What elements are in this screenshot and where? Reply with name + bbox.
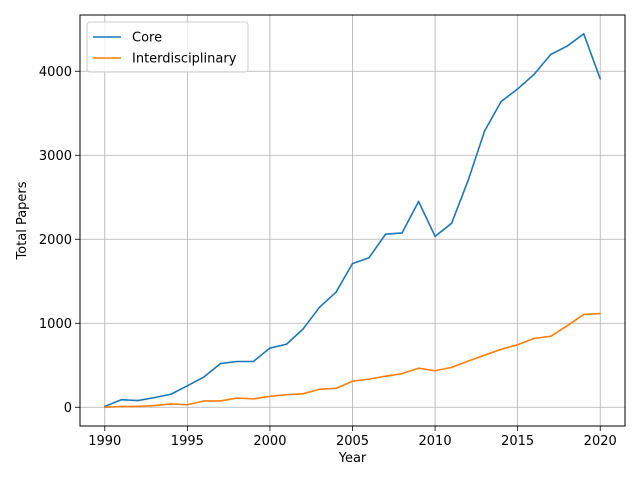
y-tick-label: 3000 (39, 149, 72, 164)
data-point (533, 337, 535, 340)
data-point (599, 78, 602, 80)
data-point (500, 100, 502, 103)
x-tick-label: 2015 (501, 434, 534, 449)
data-point (582, 313, 585, 316)
data-point (219, 400, 222, 402)
data-point (186, 385, 189, 387)
legend-box (86, 21, 249, 73)
data-point (368, 256, 370, 259)
data-point (153, 404, 156, 407)
data-point (137, 399, 139, 402)
data-point (269, 395, 271, 398)
data-point (566, 324, 568, 327)
data-point (318, 306, 321, 309)
data-point (203, 376, 205, 378)
data-point (335, 387, 337, 390)
data-point (549, 53, 552, 56)
x-tick-label: 2010 (419, 434, 452, 449)
data-point (302, 328, 304, 330)
data-point (170, 403, 172, 405)
data-point (483, 354, 486, 356)
data-point (533, 73, 535, 76)
x-tick-label: 2005 (336, 434, 369, 449)
data-point (384, 233, 387, 236)
data-point (549, 335, 552, 338)
data-point (351, 380, 354, 383)
legend-label: Interdisciplinary (132, 52, 237, 67)
data-point (434, 369, 436, 372)
data-point (450, 222, 453, 225)
data-point (351, 262, 354, 265)
data-point (236, 360, 238, 363)
data-point (186, 403, 189, 406)
data-point (236, 397, 238, 399)
x-axis-label: Year (338, 451, 367, 466)
data-point (401, 232, 403, 234)
data-point (500, 348, 502, 351)
data-point (417, 200, 420, 203)
series-lines (103, 33, 602, 409)
data-point (467, 360, 469, 362)
x-tick-label: 2000 (253, 434, 286, 449)
data-point (516, 343, 519, 346)
data-point (120, 398, 123, 401)
data-point (599, 312, 602, 315)
data-point (285, 393, 288, 396)
data-point (302, 393, 304, 395)
data-point (252, 398, 255, 400)
data-point (285, 343, 288, 346)
data-point (401, 372, 403, 375)
data-point (483, 130, 486, 132)
y-tick-label: 0 (64, 401, 72, 416)
data-point (203, 400, 205, 402)
y-tick-label: 2000 (39, 233, 72, 248)
data-point (434, 235, 436, 238)
data-point (417, 367, 420, 370)
data-point (120, 405, 123, 408)
data-point (368, 378, 370, 380)
data-point (335, 291, 337, 293)
data-point (219, 362, 222, 365)
legend: Core Interdisciplinary (86, 21, 249, 73)
x-tick-label: 2020 (584, 434, 617, 449)
data-point (153, 396, 156, 399)
data-point (450, 366, 453, 369)
grid (80, 15, 625, 426)
y-axis-label: Total Papers (15, 181, 30, 260)
data-point (566, 45, 568, 47)
data-point (170, 393, 172, 396)
y-tick-label: 4000 (39, 65, 72, 80)
x-tick-label: 1995 (171, 434, 204, 449)
data-point (318, 388, 321, 391)
x-tick-label: 1990 (88, 434, 121, 449)
data-point (103, 406, 106, 409)
y-tick-label: 1000 (39, 317, 72, 332)
data-point (582, 33, 585, 35)
data-point (384, 375, 387, 377)
data-point (252, 360, 255, 363)
legend-label: Core (132, 31, 162, 46)
y-axis: 0 1000 2000 3000 4000 (39, 65, 80, 416)
data-point (137, 405, 139, 408)
data-point (467, 179, 469, 182)
data-point (516, 88, 519, 90)
data-point (269, 347, 271, 349)
x-axis: 1990 1995 2000 2005 2010 2015 2020 (88, 426, 617, 449)
